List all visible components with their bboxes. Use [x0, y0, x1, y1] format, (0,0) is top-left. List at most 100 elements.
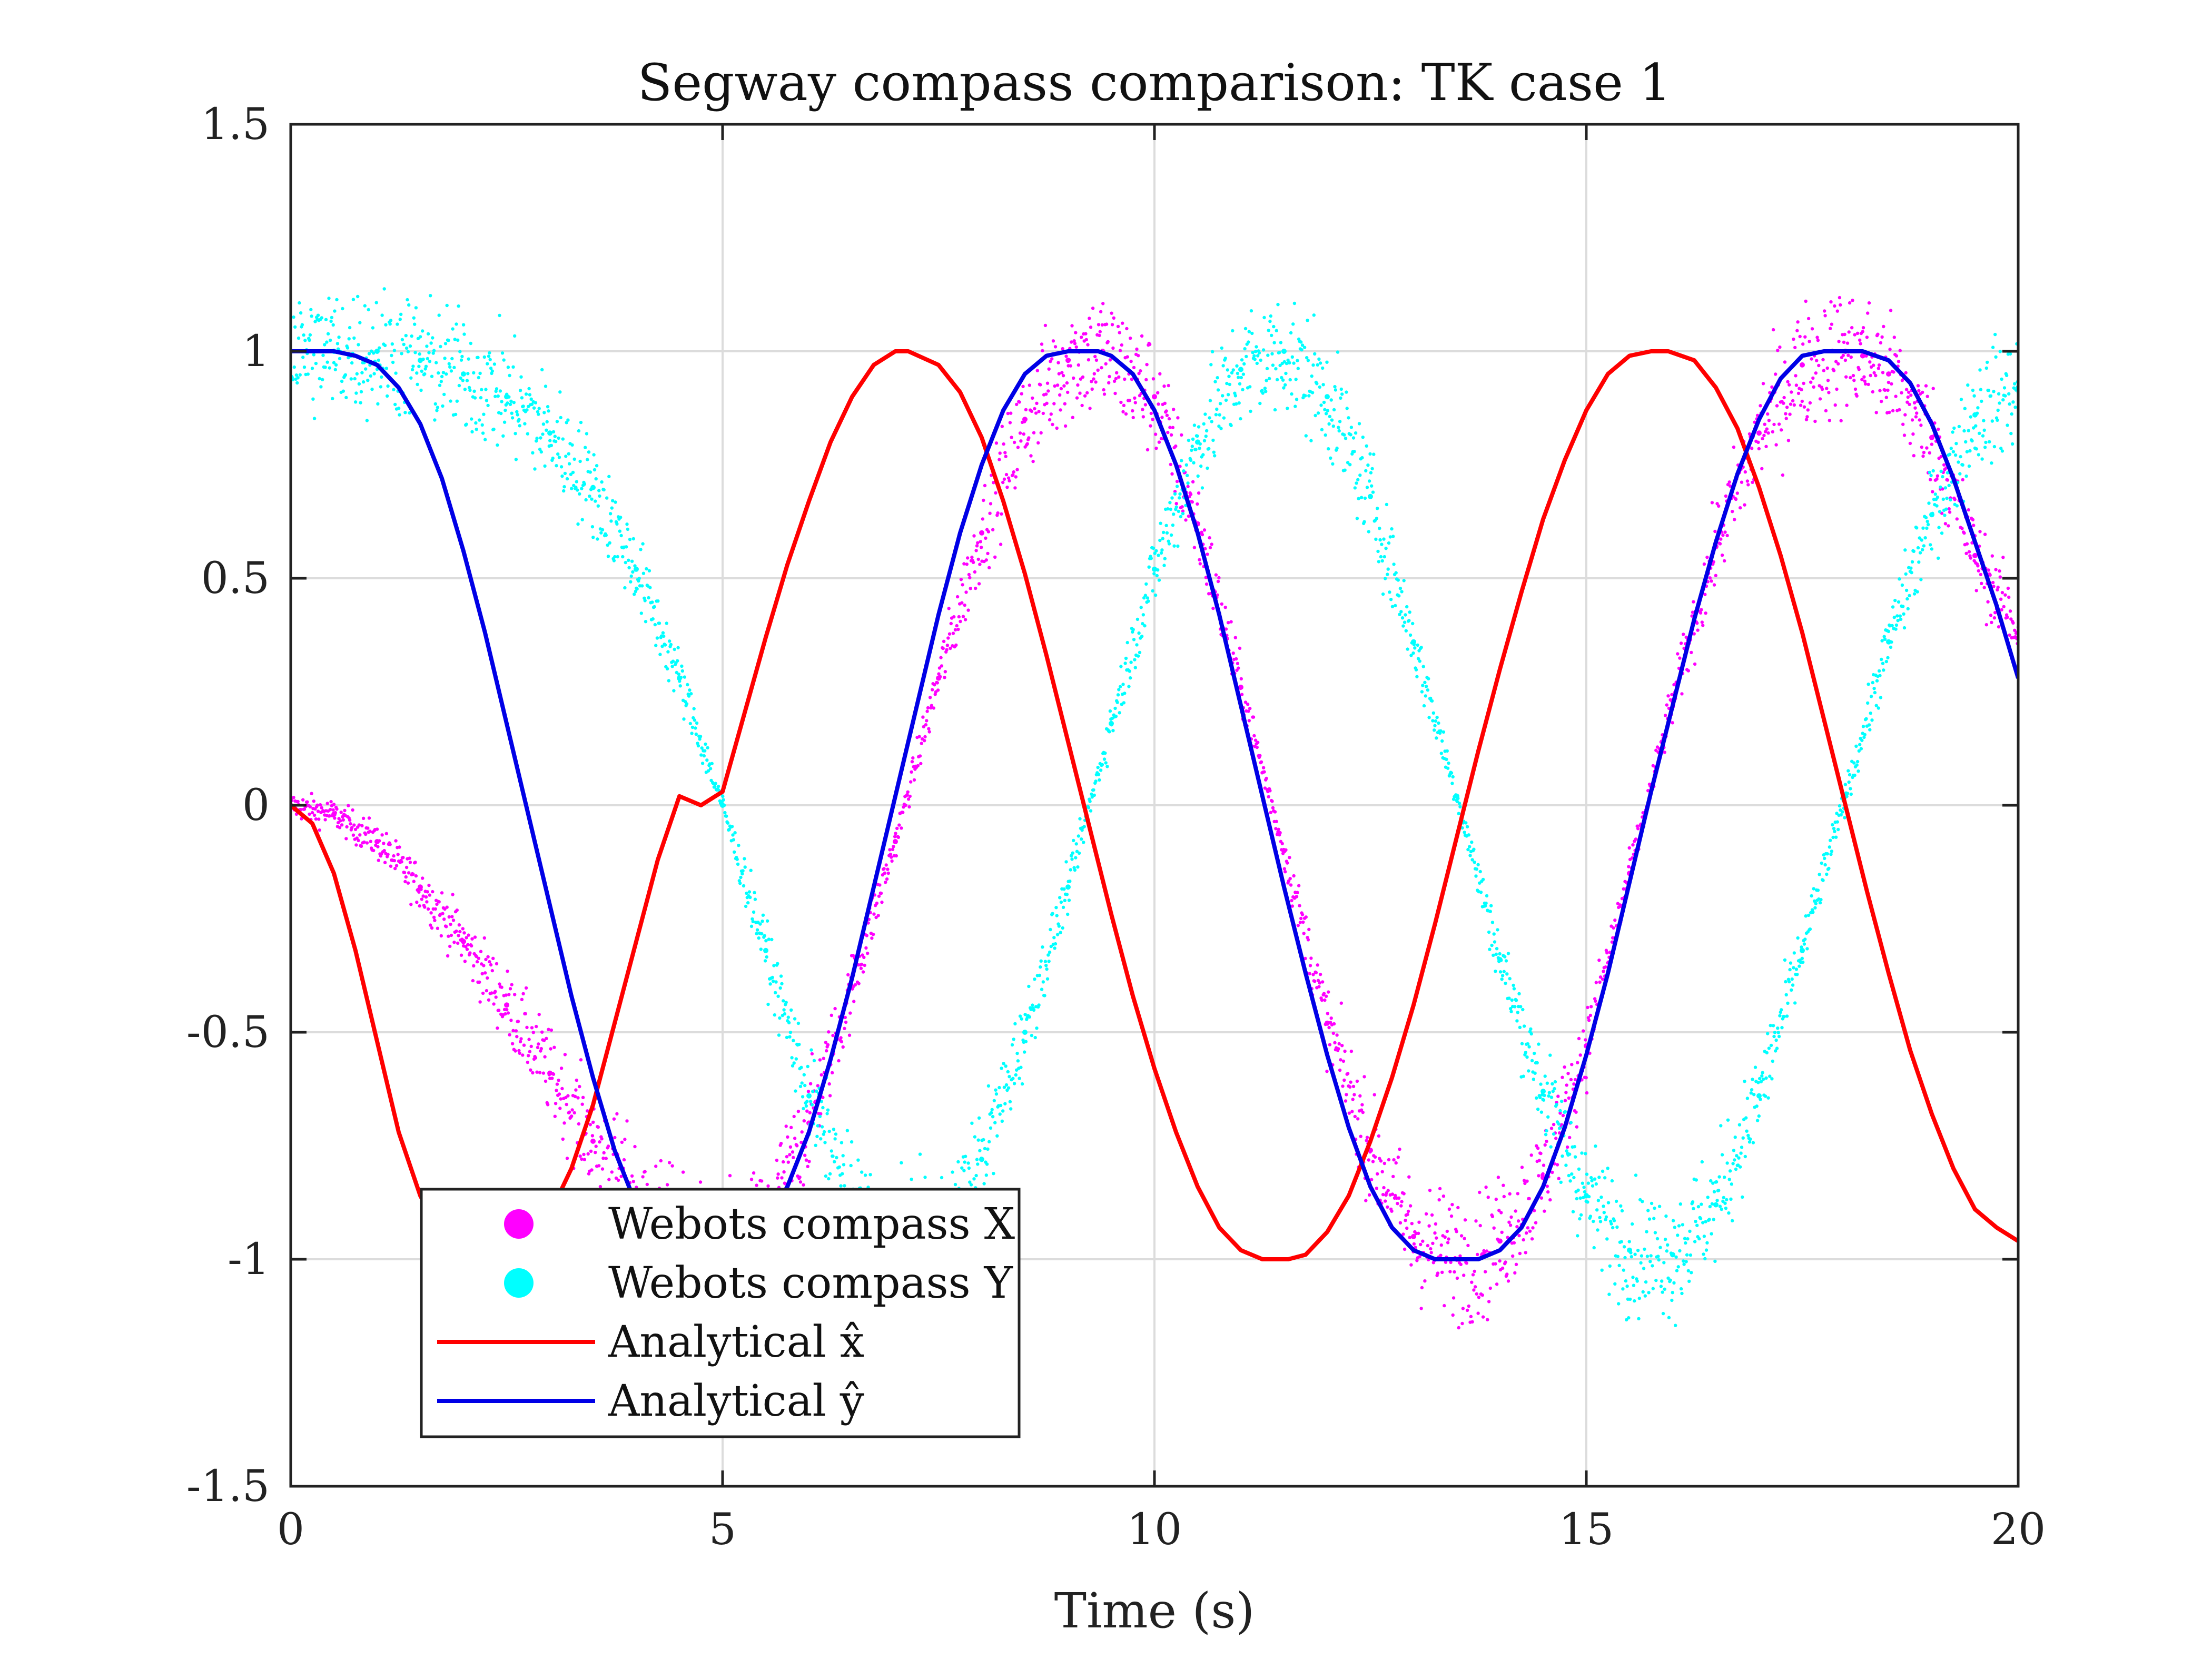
- webots-compass-y-noise-point: [1098, 778, 1101, 782]
- webots-compass-y-noise-point: [1654, 1278, 1658, 1282]
- webots-compass-y-noise-point: [1646, 1209, 1650, 1212]
- webots-compass-y-noise-point: [1992, 390, 1996, 393]
- webots-compass-y-noise-point: [984, 1173, 989, 1177]
- webots-compass-x-noise-point: [1859, 342, 1862, 345]
- webots-compass-x-noise-point: [436, 926, 440, 930]
- webots-compass-x-noise-point: [1869, 373, 1872, 378]
- webots-compass-y-noise-point: [1213, 380, 1217, 383]
- x-tick-label: 10: [1127, 1505, 1182, 1555]
- webots-compass-y-noise-point: [460, 354, 464, 359]
- webots-compass-y-noise-point: [457, 304, 460, 308]
- webots-compass-x-noise-point: [1585, 1091, 1589, 1095]
- webots-compass-y-noise-point: [653, 623, 657, 627]
- webots-compass-x-noise-point: [1288, 856, 1291, 860]
- webots-compass-y-noise-point: [433, 418, 437, 422]
- webots-compass-x-noise-point: [2003, 593, 2007, 597]
- webots-compass-y-noise-point: [1192, 423, 1197, 427]
- webots-compass-y-noise-point: [585, 432, 589, 436]
- webots-compass-x-noise-point: [937, 666, 942, 670]
- webots-compass-x-noise-point: [857, 982, 861, 985]
- webots-compass-x-noise-point: [487, 998, 491, 1002]
- webots-compass-y-noise-point: [1087, 806, 1091, 809]
- webots-compass-y-noise-point: [1092, 788, 1095, 792]
- webots-compass-y-noise-point: [1746, 1133, 1750, 1138]
- webots-compass-x-noise-point: [1342, 1078, 1346, 1082]
- webots-compass-y-noise-point: [1002, 1085, 1006, 1089]
- webots-compass-y-noise-point: [1400, 590, 1404, 594]
- webots-compass-x-noise-point: [1031, 396, 1034, 400]
- webots-compass-y-noise-point: [1931, 469, 1935, 473]
- webots-compass-y-noise-point: [768, 982, 772, 986]
- webots-compass-x-noise-point: [863, 963, 866, 967]
- webots-compass-y-noise-point: [310, 367, 314, 370]
- webots-compass-y-noise-point: [424, 364, 428, 368]
- webots-compass-y-noise-point: [745, 891, 748, 895]
- webots-compass-y-noise-point: [778, 986, 782, 990]
- webots-compass-y-noise-point: [1939, 469, 1943, 473]
- webots-compass-x-noise-point: [1887, 380, 1891, 384]
- webots-compass-y-noise-point: [991, 1115, 995, 1119]
- webots-compass-x-noise-point: [1864, 354, 1868, 358]
- webots-compass-x-noise-point: [1361, 1110, 1365, 1114]
- webots-compass-y-noise-point: [592, 468, 597, 472]
- webots-compass-x-noise-point: [1759, 404, 1762, 408]
- webots-compass-y-noise-point: [443, 357, 447, 360]
- webots-compass-y-noise-point: [1318, 385, 1321, 389]
- webots-compass-x-noise-point: [1586, 1016, 1590, 1020]
- webots-compass-x-noise-point: [871, 933, 875, 936]
- webots-compass-x-noise-point: [1216, 593, 1219, 597]
- webots-compass-x-noise-point: [1526, 1226, 1530, 1230]
- webots-compass-x-noise-point: [1604, 965, 1607, 969]
- webots-compass-x-noise-point: [1098, 330, 1102, 333]
- webots-compass-x-noise-point: [493, 990, 497, 993]
- webots-compass-y-noise-point: [539, 450, 544, 454]
- webots-compass-x-noise-point: [1027, 436, 1031, 440]
- webots-compass-y-noise-point: [1064, 860, 1068, 864]
- webots-compass-y-noise-point: [1445, 757, 1448, 762]
- webots-compass-x-noise-point: [1499, 1211, 1503, 1214]
- webots-compass-x-noise-point: [1824, 409, 1828, 413]
- webots-compass-x-noise-point: [1924, 384, 1928, 388]
- webots-compass-y-noise-point: [1774, 1038, 1778, 1042]
- webots-compass-x-noise-point: [625, 1119, 629, 1123]
- webots-compass-y-noise-point: [1868, 728, 1872, 732]
- webots-compass-y-noise-point: [670, 665, 674, 668]
- webots-compass-x-noise-point: [641, 1175, 645, 1179]
- webots-compass-y-noise-point: [477, 376, 480, 380]
- webots-compass-x-noise-point: [1695, 621, 1699, 625]
- webots-compass-x-noise-point: [1868, 360, 1872, 364]
- webots-compass-y-noise-point: [589, 488, 593, 491]
- webots-compass-y-noise-point: [1114, 715, 1118, 718]
- webots-compass-y-noise-point: [629, 574, 633, 578]
- webots-compass-x-noise-point: [565, 1157, 569, 1160]
- webots-compass-x-noise-point: [1167, 383, 1170, 388]
- webots-compass-x-noise-point: [447, 934, 450, 938]
- webots-compass-x-noise-point: [1238, 646, 1242, 650]
- webots-compass-y-noise-point: [743, 865, 747, 869]
- webots-compass-y-noise-point: [753, 897, 757, 901]
- webots-compass-x-noise-point: [922, 725, 926, 729]
- webots-compass-x-noise-point: [315, 803, 319, 807]
- webots-compass-y-noise-point: [333, 309, 337, 313]
- webots-compass-y-noise-point: [755, 932, 758, 935]
- webots-compass-x-noise-point: [1462, 1273, 1466, 1277]
- webots-compass-x-noise-point: [1352, 1093, 1356, 1097]
- webots-compass-x-noise-point: [1284, 848, 1288, 852]
- webots-compass-y-noise-point: [814, 1143, 817, 1147]
- x-tick-label: 0: [277, 1505, 304, 1555]
- webots-compass-y-noise-point: [1670, 1298, 1674, 1302]
- webots-compass-x-noise-point: [1705, 556, 1709, 559]
- webots-compass-x-noise-point: [369, 840, 372, 843]
- webots-compass-y-noise-point: [300, 323, 304, 327]
- webots-compass-y-noise-point: [503, 408, 507, 412]
- webots-compass-x-noise-point: [394, 864, 399, 867]
- webots-compass-y-noise-point: [361, 380, 366, 384]
- webots-compass-x-noise-point: [465, 936, 468, 940]
- webots-compass-x-noise-point: [1296, 924, 1300, 927]
- webots-compass-y-noise-point: [1606, 1201, 1611, 1204]
- webots-compass-x-noise-point: [1724, 494, 1728, 498]
- webots-compass-x-noise-point: [1386, 1205, 1389, 1209]
- webots-compass-y-noise-point: [1292, 361, 1296, 365]
- webots-compass-y-noise-point: [523, 422, 527, 426]
- webots-compass-y-noise-point: [1316, 363, 1319, 367]
